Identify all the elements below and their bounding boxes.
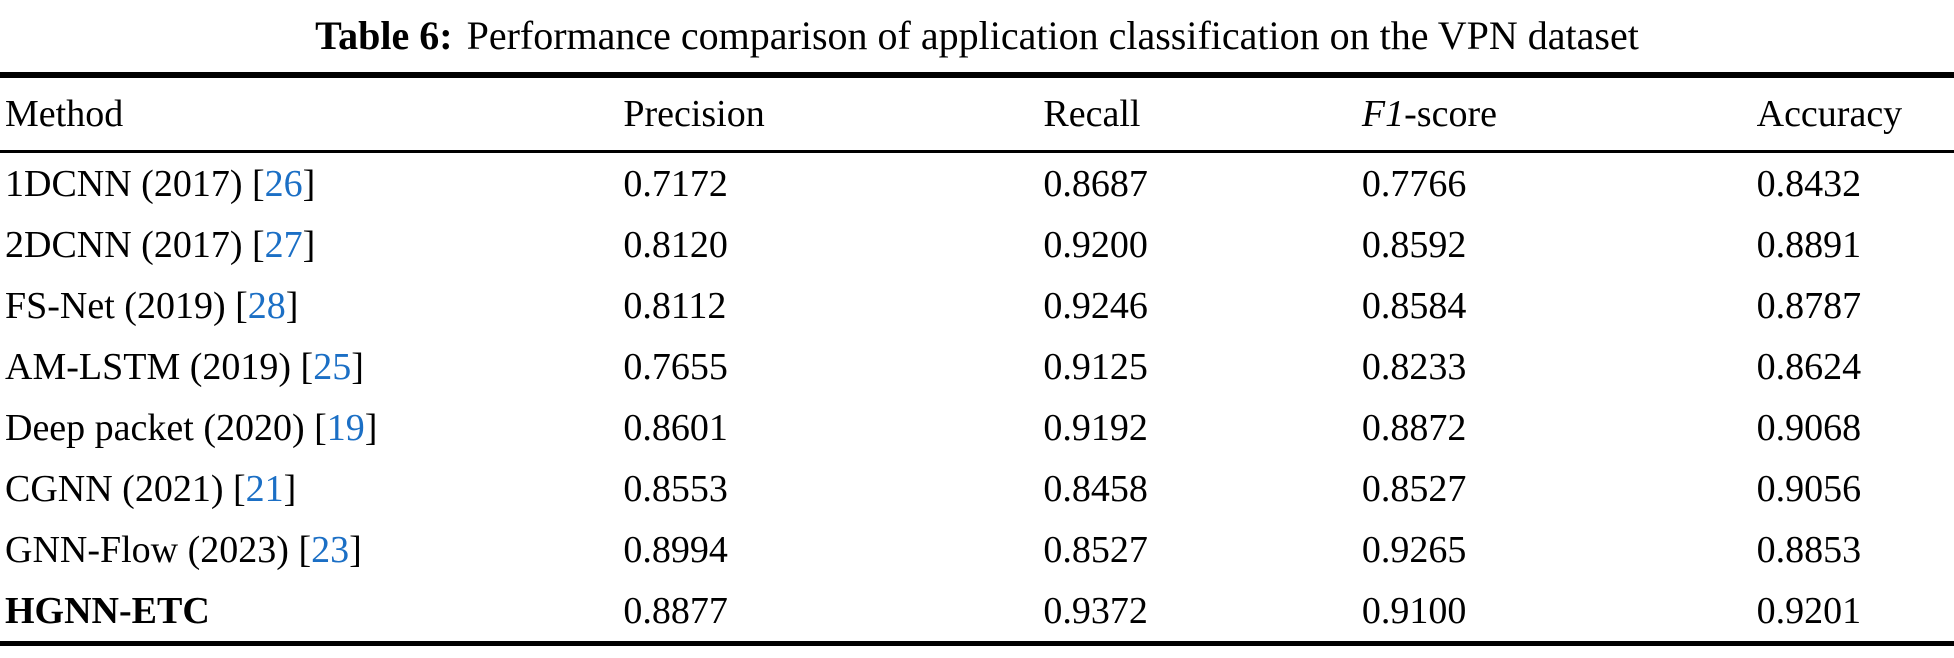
method-name: Deep packet (2020): [5, 406, 305, 449]
column-header-recall: Recall: [1043, 75, 1362, 153]
accuracy-value: 0.9201: [1756, 589, 1862, 632]
precision-value: 0.7655: [623, 345, 728, 388]
table-row: Deep packet (2020) [19] 0.8601 0.9192 0.887…: [0, 397, 1954, 458]
citation-link[interactable]: 23: [311, 528, 350, 571]
header-row: Method Precision Recall F1-score Accuracy: [0, 75, 1954, 153]
table-caption-label: Table 6:: [315, 13, 453, 58]
recall-value: 0.9200: [1043, 223, 1148, 266]
method-name: GNN-Flow (2023): [5, 528, 289, 571]
f1-value: 0.8584: [1361, 284, 1467, 327]
method-cell: Deep packet (2020) [19]: [5, 406, 378, 449]
table-row: CGNN (2021) [21] 0.8553 0.8458 0.8527 0.9056: [0, 458, 1954, 519]
recall-value: 0.9246: [1043, 284, 1148, 327]
accuracy-value: 0.9068: [1756, 406, 1862, 449]
recall-value: 0.9192: [1043, 406, 1148, 449]
table-caption-text: Performance comparison of application cl…: [466, 13, 1639, 58]
precision-value: 0.7172: [623, 162, 728, 205]
table-header: Method Precision Recall F1-score Accuracy: [0, 75, 1954, 153]
recall-value: 0.9372: [1043, 589, 1148, 632]
method-name: CGNN (2021): [5, 467, 224, 510]
citation-link[interactable]: 25: [313, 345, 352, 388]
f1-value: 0.9100: [1361, 589, 1467, 632]
precision-value: 0.8994: [623, 528, 728, 571]
accuracy-value: 0.8624: [1756, 345, 1862, 388]
citation-link[interactable]: 27: [264, 223, 303, 266]
results-table: Method Precision Recall F1-score Accuracy 1D…: [0, 72, 1954, 646]
column-header-precision: Precision: [623, 75, 1044, 153]
accuracy-value: 0.8432: [1756, 162, 1862, 205]
column-header-method: Method: [0, 75, 624, 153]
accuracy-value: 0.8853: [1756, 528, 1862, 571]
f1-value: 0.7766: [1361, 162, 1467, 205]
method-name: AM-LSTM (2019): [5, 345, 292, 388]
table-row: 2DCNN (2017) [27] 0.8120 0.9200 0.8592 0.889…: [0, 214, 1954, 275]
method-cell: GNN-Flow (2023) [23]: [5, 528, 362, 571]
table-body: 1DCNN (2017) [26] 0.7172 0.8687 0.7766 0.843…: [0, 152, 1954, 644]
table-row: FS-Net (2019) [28] 0.8112 0.9246 0.8584 0.87…: [0, 275, 1954, 336]
method-cell: 2DCNN (2017) [27]: [5, 223, 316, 266]
method-name: 1DCNN (2017): [5, 162, 243, 205]
citation-link[interactable]: 26: [264, 162, 303, 205]
precision-value: 0.8601: [623, 406, 728, 449]
citation-link[interactable]: 28: [247, 284, 286, 327]
accuracy-value: 0.9056: [1756, 467, 1862, 510]
table-row: 1DCNN (2017) [26] 0.7172 0.8687 0.7766 0.843…: [0, 152, 1954, 215]
table-row: AM-LSTM (2019) [25] 0.7655 0.9125 0.8233 0.8…: [0, 336, 1954, 397]
precision-value: 0.8120: [623, 223, 728, 266]
column-header-accuracy: Accuracy: [1756, 75, 1954, 153]
f1-value: 0.8872: [1361, 406, 1467, 449]
method-cell: HGNN-ETC: [0, 580, 623, 644]
accuracy-value: 0.8891: [1756, 223, 1862, 266]
precision-value: 0.8112: [623, 284, 727, 327]
citation-link[interactable]: 19: [326, 406, 365, 449]
citation-link[interactable]: 21: [245, 467, 284, 510]
f1-value: 0.8527: [1361, 467, 1467, 510]
column-header-f1: F1-score: [1361, 75, 1757, 153]
recall-value: 0.8458: [1043, 467, 1148, 510]
f1-value: 0.9265: [1361, 528, 1467, 571]
recall-value: 0.8687: [1043, 162, 1148, 205]
method-cell: CGNN (2021) [21]: [5, 467, 297, 510]
method-cell: AM-LSTM (2019) [25]: [5, 345, 364, 388]
method-cell: FS-Net (2019) [28]: [5, 284, 299, 327]
method-name: 2DCNN (2017): [5, 223, 243, 266]
table-row: GNN-Flow (2023) [23] 0.8994 0.8527 0.9265 0.…: [0, 519, 1954, 580]
recall-value: 0.8527: [1043, 528, 1148, 571]
table-row: HGNN-ETC 0.8877 0.9372 0.9100 0.9201: [0, 580, 1954, 644]
method-name: HGNN-ETC: [5, 589, 210, 632]
method-cell: 1DCNN (2017) [26]: [5, 162, 316, 205]
accuracy-value: 0.8787: [1756, 284, 1862, 327]
f1-value: 0.8233: [1361, 345, 1467, 388]
recall-value: 0.9125: [1043, 345, 1148, 388]
precision-value: 0.8553: [623, 467, 728, 510]
column-header-italic-part: F1: [1361, 93, 1405, 135]
precision-value: 0.8877: [623, 589, 728, 632]
table-caption: Table 6: Performance comparison of applic…: [0, 0, 1954, 72]
method-name: FS-Net (2019): [5, 284, 226, 327]
f1-value: 0.8592: [1361, 223, 1467, 266]
